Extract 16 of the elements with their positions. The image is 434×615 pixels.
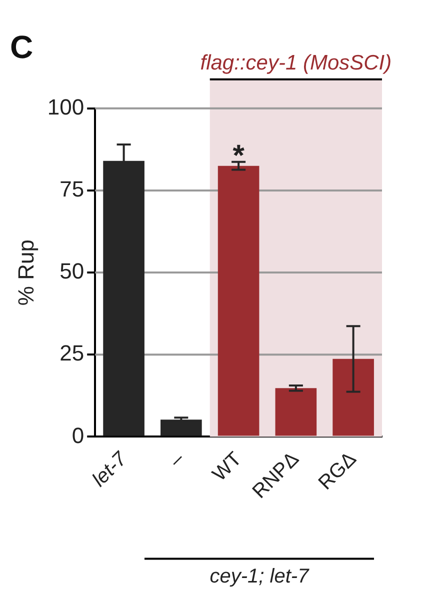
- x-tick-label: WT: [208, 448, 246, 486]
- bar: [160, 420, 202, 436]
- y-tick-label: 0: [72, 422, 84, 448]
- bar: [275, 388, 317, 436]
- y-tick-label: 25: [60, 340, 84, 366]
- chart-title: C: [10, 29, 34, 66]
- y-tick-label: 75: [60, 176, 84, 202]
- annotation: *: [232, 140, 245, 173]
- bar: [218, 166, 260, 436]
- y-tick-label: 100: [47, 94, 84, 120]
- band-label: flag::cey-1 (MosSCI): [200, 52, 392, 75]
- y-tick-label: 50: [60, 258, 84, 284]
- y-axis-title: % Rup: [13, 240, 38, 306]
- text: cey-1; let-7: [210, 565, 310, 588]
- x-tick-label: –: [165, 447, 190, 472]
- bar: [332, 358, 374, 436]
